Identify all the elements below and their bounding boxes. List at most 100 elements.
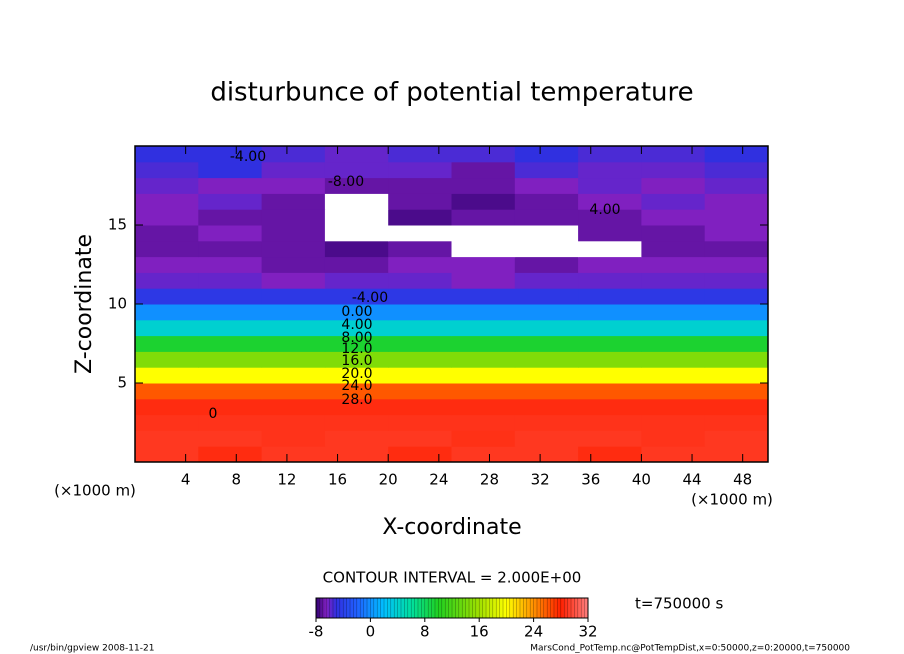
heat-cell bbox=[451, 446, 516, 463]
heat-cell bbox=[641, 446, 706, 463]
heat-cell bbox=[261, 335, 326, 352]
heat-cell bbox=[198, 288, 263, 305]
heat-cell bbox=[198, 335, 263, 352]
heat-cell bbox=[704, 161, 769, 179]
heat-cell bbox=[514, 430, 579, 447]
heat-cell bbox=[578, 146, 642, 163]
heat-cell bbox=[578, 256, 642, 273]
heat-cell bbox=[135, 446, 199, 463]
heat-cell bbox=[324, 209, 389, 226]
heat-cell bbox=[641, 351, 706, 368]
x-tick-label: 4 bbox=[181, 471, 191, 489]
heat-cell bbox=[135, 193, 199, 210]
heat-cell bbox=[198, 177, 263, 194]
y-tick-label: 15 bbox=[108, 216, 127, 234]
heat-cell bbox=[135, 414, 199, 431]
heat-cell bbox=[198, 383, 263, 400]
x-tick-label: 24 bbox=[429, 471, 448, 489]
heat-cell bbox=[198, 304, 263, 321]
heat-cell bbox=[641, 146, 706, 163]
heat-cell bbox=[578, 225, 642, 242]
heat-cell bbox=[261, 177, 326, 194]
heat-cell bbox=[451, 240, 516, 258]
heat-cell bbox=[704, 193, 769, 210]
heat-cell bbox=[578, 319, 642, 337]
heat-cell bbox=[451, 351, 516, 368]
heat-cell bbox=[704, 335, 769, 352]
x-tick-label: 20 bbox=[379, 471, 398, 489]
heat-cell bbox=[135, 177, 199, 194]
x-tick-label: 12 bbox=[277, 471, 296, 489]
heat-cell bbox=[578, 430, 642, 447]
heat-cell bbox=[641, 272, 706, 289]
heat-cell bbox=[261, 146, 326, 163]
heat-cell bbox=[641, 304, 706, 321]
heat-cell bbox=[324, 367, 389, 384]
heat-cell bbox=[198, 367, 263, 384]
heat-cell bbox=[388, 351, 452, 368]
heat-cell bbox=[514, 367, 579, 384]
heat-cell bbox=[388, 304, 452, 321]
x-axis-label: X-coordinate bbox=[382, 515, 521, 540]
contour-label: 24.0 bbox=[341, 378, 372, 394]
heat-cell bbox=[451, 414, 516, 431]
heat-cell bbox=[388, 288, 452, 305]
colorbar-tick-label: 16 bbox=[470, 623, 489, 641]
heat-cell bbox=[198, 256, 263, 273]
colorbar-tick-label: -8 bbox=[309, 623, 324, 641]
heat-cell bbox=[578, 288, 642, 305]
heat-cell bbox=[641, 319, 706, 337]
heat-cell bbox=[261, 304, 326, 321]
heat-cell bbox=[514, 177, 579, 194]
heat-cell bbox=[451, 256, 516, 273]
heat-cell bbox=[578, 367, 642, 384]
heat-cell bbox=[388, 398, 452, 416]
heat-cell bbox=[261, 272, 326, 289]
heat-cell bbox=[388, 367, 452, 384]
heat-cell bbox=[135, 383, 199, 400]
y-tick-label: 5 bbox=[117, 374, 127, 392]
heat-cell bbox=[324, 272, 389, 289]
heat-cell bbox=[261, 319, 326, 337]
heat-cell bbox=[198, 240, 263, 258]
heat-cell bbox=[578, 398, 642, 416]
heat-cell bbox=[514, 446, 579, 463]
heat-cell bbox=[324, 414, 389, 431]
heat-cell bbox=[324, 240, 389, 258]
heat-cell bbox=[388, 161, 452, 179]
heat-cell bbox=[198, 209, 263, 226]
heat-cell bbox=[578, 446, 642, 463]
heat-cell bbox=[578, 414, 642, 431]
heat-cell bbox=[578, 383, 642, 400]
heat-cell bbox=[261, 446, 326, 463]
colorbar-tick-label: 0 bbox=[366, 623, 376, 641]
heat-cell bbox=[135, 335, 199, 352]
heat-cell bbox=[135, 304, 199, 321]
heat-cell bbox=[704, 351, 769, 368]
heat-cell bbox=[198, 430, 263, 447]
heat-cell bbox=[451, 383, 516, 400]
heat-cell bbox=[198, 319, 263, 337]
heat-cell bbox=[641, 367, 706, 384]
heat-cell bbox=[261, 414, 326, 431]
heat-cell bbox=[704, 146, 769, 163]
heat-cell bbox=[388, 272, 452, 289]
heat-cell bbox=[388, 209, 452, 226]
y-tick-label: 10 bbox=[108, 295, 127, 313]
contour-label: 8.00 bbox=[341, 330, 372, 346]
heat-cell bbox=[451, 304, 516, 321]
heat-cell bbox=[135, 430, 199, 447]
heat-cell bbox=[451, 288, 516, 305]
contour-label: -4.00 bbox=[352, 290, 388, 306]
contour-label: -4.00 bbox=[230, 149, 266, 165]
heat-cell bbox=[198, 414, 263, 431]
heat-cell bbox=[198, 225, 263, 242]
heat-cell bbox=[641, 430, 706, 447]
heat-cell bbox=[388, 383, 452, 400]
heat-cell bbox=[451, 146, 516, 163]
heat-cell bbox=[261, 288, 326, 305]
heat-cell bbox=[388, 256, 452, 273]
heat-cell bbox=[135, 240, 199, 258]
heat-cell bbox=[514, 383, 579, 400]
